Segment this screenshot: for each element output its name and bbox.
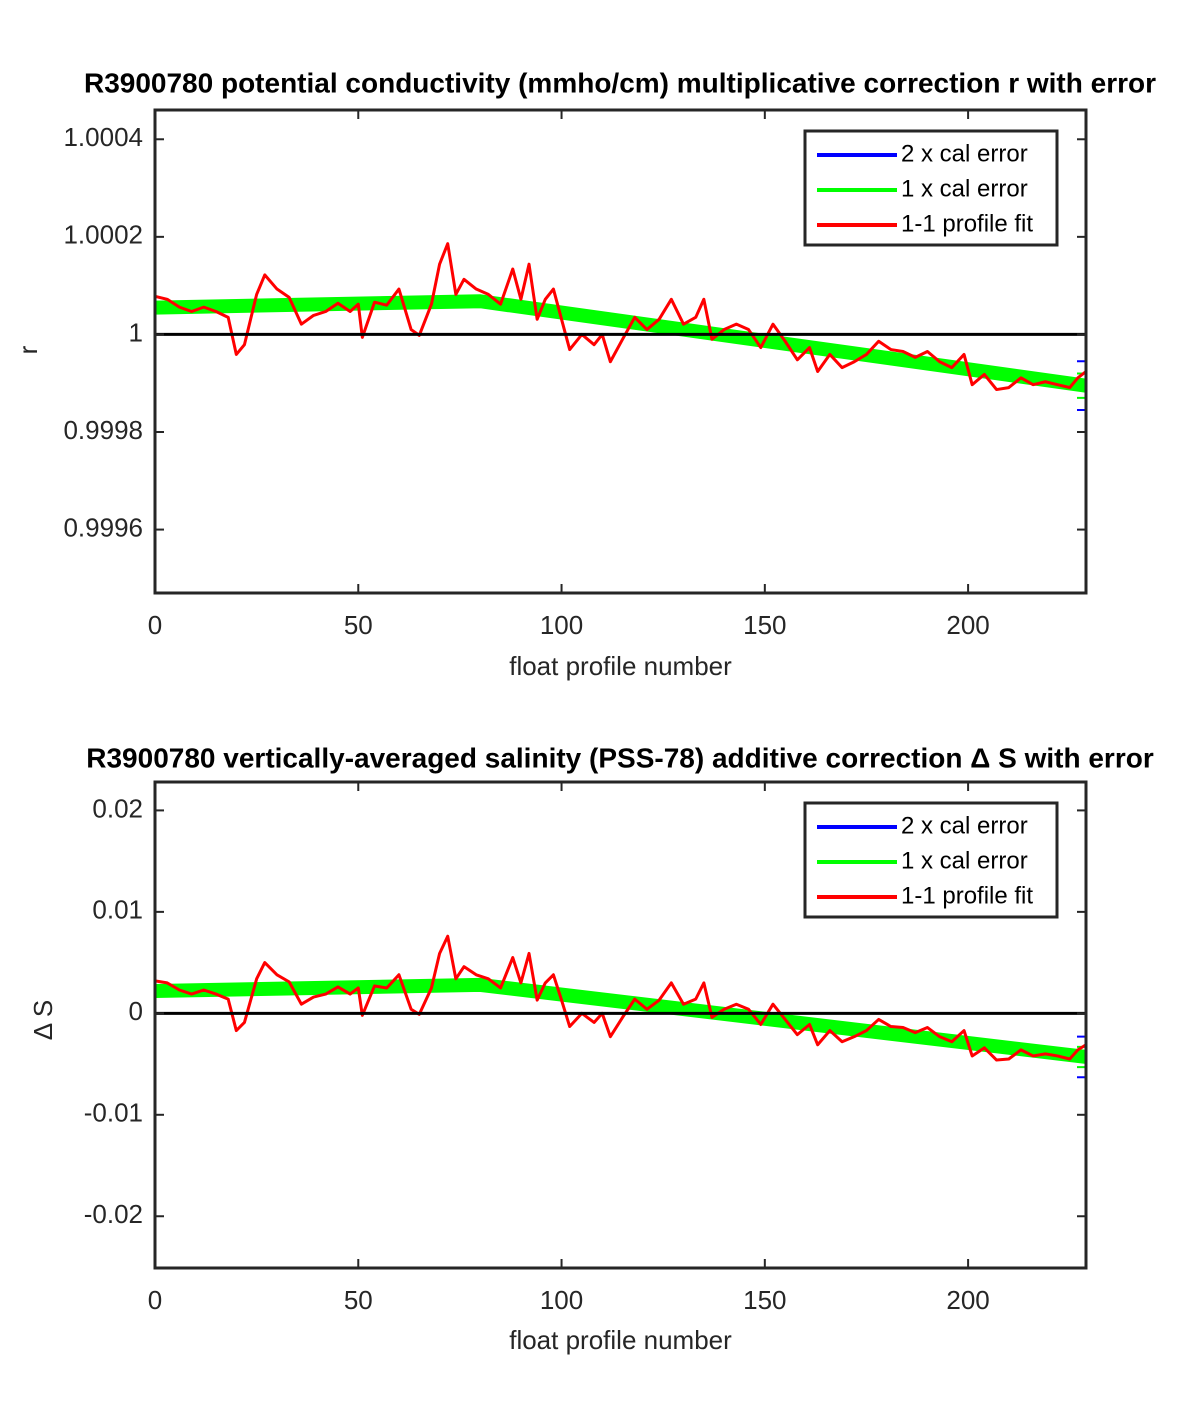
- y-axis-label: r: [13, 345, 43, 354]
- series-line: [155, 242, 1086, 392]
- y-tick-label: -0.02: [84, 1199, 143, 1229]
- x-axis-label: float profile number: [509, 1325, 732, 1355]
- legend-label: 2 x cal error: [901, 140, 1028, 167]
- y-tick-label: 0.01: [92, 895, 143, 925]
- x-tick-label: 50: [344, 610, 373, 640]
- y-tick-label: 1.0002: [63, 220, 143, 250]
- y-tick-label: 0.9998: [63, 415, 143, 445]
- x-axis-label: float profile number: [509, 651, 732, 681]
- y-tick-label: 0: [129, 996, 143, 1026]
- x-tick-label: 200: [946, 610, 989, 640]
- y-tick-label: 1: [129, 317, 143, 347]
- plot-layer: [155, 242, 1086, 412]
- x-tick-label: 50: [344, 1285, 373, 1315]
- legend-label: 1 x cal error: [901, 847, 1028, 874]
- x-tick-label: 0: [148, 1285, 162, 1315]
- y-tick-label: 0.02: [92, 793, 143, 823]
- x-tick-label: 150: [743, 610, 786, 640]
- x-tick-label: 150: [743, 1285, 786, 1315]
- legend-label: 1-1 profile fit: [901, 210, 1033, 237]
- x-tick-label: 200: [946, 1285, 989, 1315]
- x-tick-label: 0: [148, 610, 162, 640]
- y-axis-label: Δ S: [28, 1000, 58, 1041]
- chart-title: R3900780 potential conductivity (mmho/cm…: [84, 67, 1156, 98]
- series-line: [155, 934, 1086, 1062]
- chart-title: R3900780 vertically-averaged salinity (P…: [86, 742, 1154, 773]
- x-tick-label: 100: [540, 1285, 583, 1315]
- x-tick-label: 100: [540, 610, 583, 640]
- plot-layer: [155, 934, 1086, 1079]
- legend-label: 1 x cal error: [901, 175, 1028, 202]
- y-tick-label: 1.0004: [63, 122, 143, 152]
- legend-label: 1-1 profile fit: [901, 882, 1033, 909]
- axes-box: [153, 108, 1088, 595]
- y-tick-label: -0.01: [84, 1098, 143, 1128]
- legend-label: 2 x cal error: [901, 812, 1028, 839]
- axes-box: [153, 780, 1088, 1270]
- y-tick-label: 0.9996: [63, 512, 143, 542]
